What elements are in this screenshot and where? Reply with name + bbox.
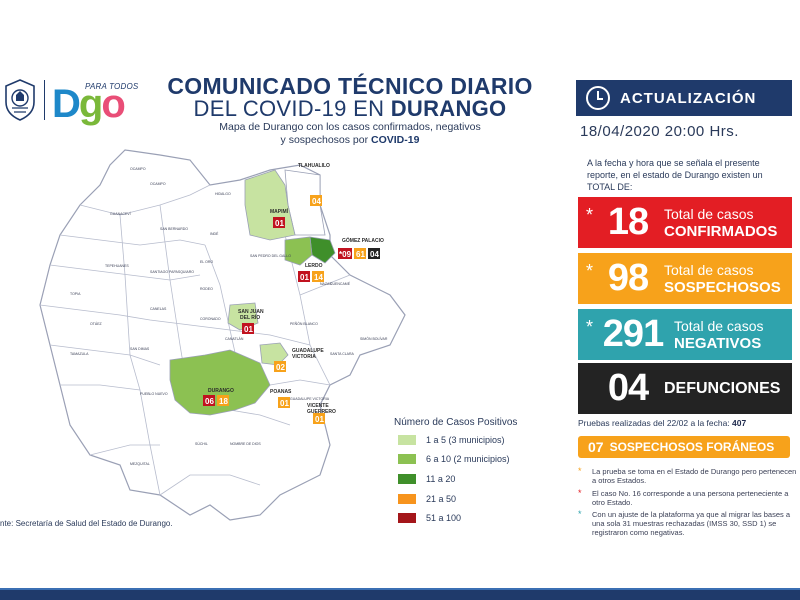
case-tags: 04 01 *09 61 04 01 14 01 02 06 18 01 01 [203, 195, 380, 424]
svg-text:TAMAZULA: TAMAZULA [70, 352, 89, 356]
svg-text:OTÁEZ: OTÁEZ [90, 322, 103, 326]
svg-text:SAN BERNARDO: SAN BERNARDO [160, 227, 188, 231]
municipality-lerdo [284, 236, 313, 266]
svg-text:18: 18 [219, 397, 228, 406]
update-header: ACTUALIZACIÓN [576, 80, 792, 116]
svg-text:GÓMEZ PALACIO: GÓMEZ PALACIO [342, 236, 384, 244]
svg-text:VICTORIA: VICTORIA [292, 354, 316, 360]
logo-tagline: PARA TODOS [85, 82, 139, 91]
svg-text:OCAMPO: OCAMPO [150, 182, 166, 186]
footer-bar [0, 590, 800, 600]
svg-text:TOPIA: TOPIA [70, 292, 81, 296]
legend-item: 6 a 10 (2 municipios) [398, 453, 510, 465]
municipality-guadalupe-victoria [259, 342, 289, 366]
report-intro: A la fecha y hora que se señala el prese… [587, 158, 763, 192]
svg-text:MEZQUITAL: MEZQUITAL [130, 462, 150, 466]
source-note: nte: Secretaría de Salud del Estado de D… [0, 519, 173, 528]
svg-text:SAN JUAN: SAN JUAN [238, 309, 264, 315]
svg-text:GUADALUPE: GUADALUPE [292, 348, 324, 354]
legend-swatch [398, 494, 416, 504]
legend-item: 1 a 5 (3 municipios) [398, 434, 505, 446]
svg-text:01: 01 [315, 415, 324, 424]
svg-text:DURANGO: DURANGO [208, 388, 234, 394]
stat-deaths: 04 DEFUNCIONES [578, 363, 792, 414]
svg-text:01: 01 [280, 399, 289, 408]
durango-seal-icon [5, 79, 35, 121]
svg-text:NAZAS: NAZAS [320, 282, 332, 286]
clock-icon [586, 86, 610, 110]
svg-text:LERDO: LERDO [305, 263, 323, 269]
footer-stripe [0, 588, 800, 590]
municipality-durango [169, 349, 271, 416]
svg-text:SIMÓN BOLÍVAR: SIMÓN BOLÍVAR [360, 336, 388, 341]
tests-performed: Pruebas realizadas del 22/02 a la fecha:… [578, 418, 747, 428]
dgo-logo: Dgo [52, 82, 126, 126]
foreign-suspected-badge: 07 SOSPECHOSOS FORÁNEOS [578, 436, 790, 458]
svg-text:SÚCHIL: SÚCHIL [195, 442, 208, 446]
svg-text:GUADALUPE VICTORIA: GUADALUPE VICTORIA [290, 397, 330, 401]
svg-text:TLAHUALILO: TLAHUALILO [298, 163, 330, 169]
legend-item: 51 a 100 [398, 512, 461, 524]
svg-text:04: 04 [312, 197, 321, 206]
durango-map: OCAMPO OCAMPO HIDALGO GUANACEVÍ SAN BERN… [39, 149, 406, 521]
report-datetime: 18/04/2020 20:00 Hrs. [580, 123, 739, 140]
stat-suspected: * 98 Total de casos SOSPECHOSOS [578, 253, 792, 304]
footnote: * El caso No. 16 corresponde a una perso… [578, 488, 789, 508]
legend-swatch [398, 513, 416, 523]
stat-negative: * 291 Total de casos NEGATIVOS [578, 309, 792, 360]
footnote: * Con un ajuste de la plataforma ya que … [578, 509, 791, 538]
stat-confirmed: * 18 Total de casos CONFIRMADOS [578, 197, 792, 248]
svg-text:SANTA CLARA: SANTA CLARA [330, 352, 355, 356]
svg-text:61: 61 [356, 250, 365, 259]
svg-text:HIDALGO: HIDALGO [215, 192, 231, 196]
svg-text:VICENTE: VICENTE [307, 403, 329, 409]
svg-text:01: 01 [275, 219, 284, 228]
svg-text:SAN PEDRO DEL GALLO: SAN PEDRO DEL GALLO [250, 254, 291, 258]
legend-swatch [398, 454, 416, 464]
svg-text:RODEO: RODEO [200, 287, 213, 291]
svg-text:SAN DIMAS: SAN DIMAS [130, 347, 150, 351]
svg-text:DEL RÍO: DEL RÍO [240, 313, 260, 321]
svg-text:02: 02 [276, 363, 285, 372]
svg-text:01: 01 [244, 325, 253, 334]
svg-text:SANTIAGO PAPASQUIARO: SANTIAGO PAPASQUIARO [150, 270, 194, 274]
svg-text:EL ORO: EL ORO [200, 260, 213, 264]
svg-text:NOMBRE DE DIOS: NOMBRE DE DIOS [230, 442, 261, 446]
svg-text:OCAMPO: OCAMPO [130, 167, 146, 171]
svg-text:01: 01 [300, 273, 309, 282]
svg-text:POANAS: POANAS [270, 389, 292, 395]
svg-text:*09: *09 [339, 250, 352, 259]
svg-text:PUEBLO NUEVO: PUEBLO NUEVO [140, 392, 168, 396]
legend-swatch [398, 435, 416, 445]
svg-text:06: 06 [205, 397, 214, 406]
svg-text:CORONADO: CORONADO [200, 317, 221, 321]
page-title-line2: DEL COVID-19 EN DURANGO [193, 96, 507, 121]
map-subtitle: Mapa de Durango con los casos confirmado… [219, 121, 481, 146]
svg-text:TEPEHUANES: TEPEHUANES [105, 264, 129, 268]
header-divider [44, 80, 45, 120]
svg-text:14: 14 [314, 273, 323, 282]
legend-title: Número de Casos Positivos [394, 417, 518, 428]
legend-item: 11 a 20 [398, 473, 455, 485]
page-title: COMUNICADO TÉCNICO DIARIO [167, 73, 533, 99]
svg-text:GUERRERO: GUERRERO [307, 409, 336, 415]
svg-text:INDÉ: INDÉ [210, 231, 219, 236]
svg-text:PEÑÓN BLANCO: PEÑÓN BLANCO [290, 321, 318, 326]
svg-text:CUENCAMÉ: CUENCAMÉ [330, 281, 351, 286]
footnote: * La prueba se toma en el Estado de Dura… [578, 466, 797, 486]
legend-swatch [398, 474, 416, 484]
state-outline [39, 149, 406, 521]
svg-text:GUANACEVÍ: GUANACEVÍ [110, 212, 131, 216]
svg-text:04: 04 [370, 250, 379, 259]
legend-item: 21 a 50 [398, 493, 456, 505]
svg-text:MAPIMÍ: MAPIMÍ [270, 207, 289, 215]
svg-text:CANELAS: CANELAS [150, 307, 167, 311]
svg-text:CANATLÁN: CANATLÁN [225, 337, 244, 341]
